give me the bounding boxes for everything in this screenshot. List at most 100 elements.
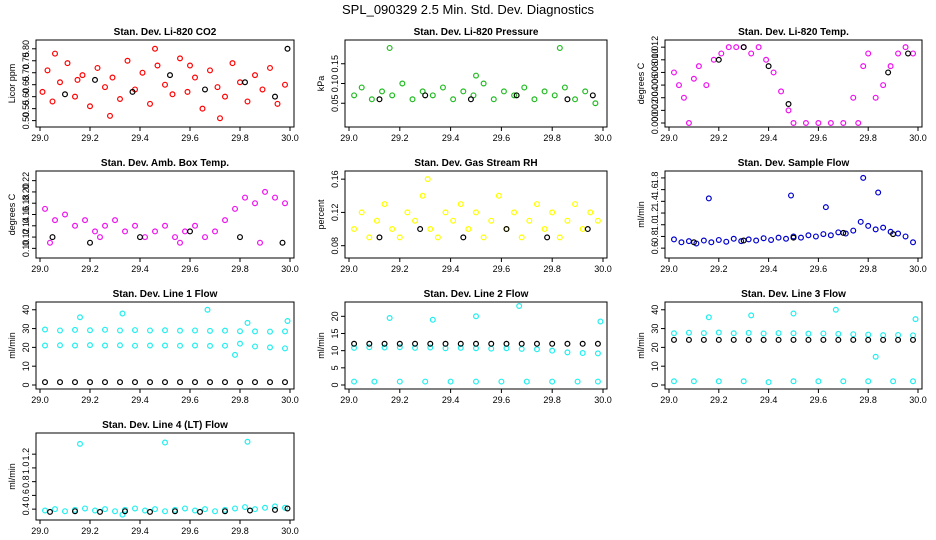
data-point [790,234,797,241]
data-point [872,353,879,360]
panel-title: Stan. Dev. Line 4 (LT) Flow [102,420,228,431]
x-tick-label: 29.6 [493,395,511,405]
data-point [521,84,528,91]
data-point [850,227,857,234]
data-point [725,44,732,51]
data-point [167,72,174,79]
data-point [850,331,857,338]
x-tick-label: 29.2 [81,395,99,405]
data-point [282,379,289,386]
y-tick-label: 0.65 [21,76,31,94]
data-point [187,228,194,235]
data-point [460,88,467,95]
data-point [274,100,281,107]
data-point [589,92,596,99]
data-point [51,50,58,57]
series-2 [690,229,897,246]
data-point [81,505,88,512]
data-point [820,336,827,343]
data-point [51,506,58,513]
data-point [129,88,136,95]
data-point [56,342,63,349]
data-point [457,344,464,351]
y-tick-label: 20 [330,311,340,321]
data-point [192,327,199,334]
data-point [880,82,887,89]
plot-frame [344,39,608,128]
y-tick-label: 0.6 [21,489,31,502]
data-point [695,63,702,70]
data-point [76,314,83,321]
y-tick-label: 20 [650,342,660,352]
data-point [670,69,677,76]
series-2 [670,336,917,343]
data-point [480,234,487,241]
data-point [371,378,378,385]
data-point [584,226,591,233]
data-point [41,326,48,333]
data-point [670,336,677,343]
data-point [812,233,819,240]
data-point [116,379,123,386]
data-point [192,507,199,514]
data-point [427,226,434,233]
data-point [49,234,56,241]
y-tick-label: 0.002 [650,99,660,122]
data-point [232,505,239,512]
x-tick-label: 29.2 [81,264,99,274]
data-point [887,63,894,70]
data-point [670,378,677,385]
data-point [177,379,184,386]
data-point [835,330,842,337]
data-point [450,96,457,103]
data-point [760,336,767,343]
data-point [910,336,917,343]
x-tick-label: 29.0 [660,264,678,274]
data-point [533,346,540,353]
x-tick-label: 29.0 [340,264,358,274]
y-tick-label: 1.4 [650,195,660,208]
data-point [785,101,792,108]
data-point [351,378,358,385]
data-point [790,378,797,385]
data-point [49,98,56,105]
data-point [132,379,139,386]
data-point [582,88,589,95]
data-point [523,378,530,385]
data-point [272,93,279,100]
data-point [790,310,797,317]
data-point [872,94,879,101]
x-tick-label: 29.6 [810,395,828,405]
series-1 [670,44,917,126]
x-tick-label: 29.2 [391,395,409,405]
data-point [282,200,289,207]
data-point [690,75,697,82]
y-tick-label: 0.10 [21,240,31,258]
y-tick-label: 0.08 [330,237,340,255]
x-tick-label: 29.8 [859,395,877,405]
data-point [71,326,78,333]
x-tick-label: 29.2 [81,133,99,143]
data-point [473,378,480,385]
data-point [282,345,289,352]
data-point [202,86,209,93]
y-tick-label: 0 [330,382,340,387]
x-tick-label: 29.6 [810,264,828,274]
data-point [690,378,697,385]
data-point [51,217,58,224]
data-point [412,344,419,351]
data-point [351,340,358,347]
data-point [222,342,229,349]
data-point [748,50,755,57]
y-tick-label: 1.2 [21,448,31,461]
data-point [207,342,214,349]
data-point [424,176,431,183]
data-point [561,84,568,91]
data-point [81,217,88,224]
x-tick-label: 30.0 [594,133,612,143]
data-point [670,330,677,337]
data-point [850,94,857,101]
data-point [96,508,103,515]
data-point [480,80,487,87]
x-tick-label: 30.0 [594,264,612,274]
